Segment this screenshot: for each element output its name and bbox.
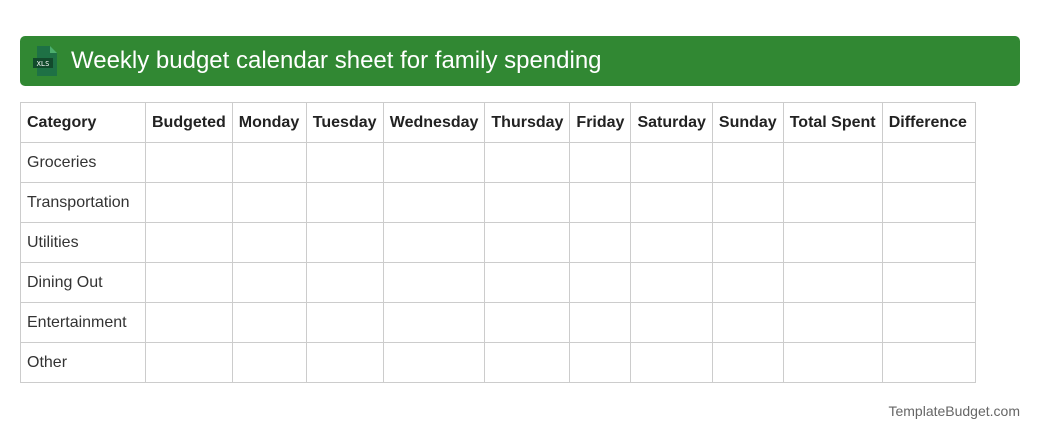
empty-cell[interactable] xyxy=(782,262,883,303)
empty-cell[interactable] xyxy=(305,302,384,343)
table-row: Utilities xyxy=(20,222,976,263)
empty-cell[interactable] xyxy=(630,262,713,303)
empty-cell[interactable] xyxy=(711,342,784,383)
empty-cell[interactable] xyxy=(569,142,632,183)
title-banner: XLS Weekly budget calendar sheet for fam… xyxy=(20,36,1020,86)
table-row: Dining Out xyxy=(20,262,976,303)
empty-cell[interactable] xyxy=(630,302,713,343)
empty-cell[interactable] xyxy=(569,182,632,223)
empty-cell[interactable] xyxy=(881,262,976,303)
empty-cell[interactable] xyxy=(569,222,632,263)
empty-cell[interactable] xyxy=(881,182,976,223)
header-row: Category Budgeted Monday Tuesday Wednesday Th… xyxy=(20,102,976,143)
column-header: Friday xyxy=(569,102,632,143)
empty-cell[interactable] xyxy=(711,262,784,303)
column-header: Difference xyxy=(881,102,976,143)
empty-cell[interactable] xyxy=(630,182,713,223)
empty-cell[interactable] xyxy=(881,302,976,343)
column-header: Thursday xyxy=(484,102,571,143)
empty-cell[interactable] xyxy=(305,142,384,183)
empty-cell[interactable] xyxy=(711,182,784,223)
empty-cell[interactable] xyxy=(382,302,486,343)
category-cell[interactable]: Dining Out xyxy=(20,262,146,303)
table-row: Entertainment xyxy=(20,302,976,343)
empty-cell[interactable] xyxy=(382,222,486,263)
empty-cell[interactable] xyxy=(484,182,571,223)
empty-cell[interactable] xyxy=(569,342,632,383)
empty-cell[interactable] xyxy=(382,182,486,223)
empty-cell[interactable] xyxy=(569,262,632,303)
empty-cell[interactable] xyxy=(711,142,784,183)
category-cell[interactable]: Groceries xyxy=(20,142,146,183)
empty-cell[interactable] xyxy=(382,262,486,303)
empty-cell[interactable] xyxy=(881,142,976,183)
empty-cell[interactable] xyxy=(484,262,571,303)
empty-cell[interactable] xyxy=(231,262,307,303)
category-cell[interactable]: Other xyxy=(20,342,146,383)
empty-cell[interactable] xyxy=(630,142,713,183)
empty-cell[interactable] xyxy=(145,302,233,343)
empty-cell[interactable] xyxy=(782,302,883,343)
empty-cell[interactable] xyxy=(782,342,883,383)
svg-text:XLS: XLS xyxy=(37,60,50,68)
empty-cell[interactable] xyxy=(782,142,883,183)
page-title: Weekly budget calendar sheet for family … xyxy=(71,47,602,74)
column-header: Monday xyxy=(231,102,307,143)
empty-cell[interactable] xyxy=(305,342,384,383)
column-header: Sunday xyxy=(711,102,784,143)
empty-cell[interactable] xyxy=(145,342,233,383)
empty-cell[interactable] xyxy=(382,342,486,383)
column-header: Total Spent xyxy=(782,102,883,143)
column-header: Category xyxy=(20,102,146,143)
budget-table: Category Budgeted Monday Tuesday Wednesday Th… xyxy=(20,102,976,383)
category-cell[interactable]: Entertainment xyxy=(20,302,146,343)
empty-cell[interactable] xyxy=(145,142,233,183)
empty-cell[interactable] xyxy=(484,142,571,183)
empty-cell[interactable] xyxy=(711,222,784,263)
xls-file-icon: XLS xyxy=(33,46,57,76)
empty-cell[interactable] xyxy=(231,222,307,263)
column-header: Budgeted xyxy=(145,102,233,143)
column-header: Saturday xyxy=(630,102,713,143)
empty-cell[interactable] xyxy=(305,262,384,303)
empty-cell[interactable] xyxy=(782,182,883,223)
category-cell[interactable]: Transportation xyxy=(20,182,146,223)
table-row: Groceries xyxy=(20,142,976,183)
empty-cell[interactable] xyxy=(484,342,571,383)
category-cell[interactable]: Utilities xyxy=(20,222,146,263)
footer-brand[interactable]: TemplateBudget.com xyxy=(888,403,1020,419)
empty-cell[interactable] xyxy=(305,182,384,223)
empty-cell[interactable] xyxy=(484,302,571,343)
empty-cell[interactable] xyxy=(145,182,233,223)
column-header: Wednesday xyxy=(382,102,486,143)
column-header: Tuesday xyxy=(305,102,384,143)
empty-cell[interactable] xyxy=(231,342,307,383)
empty-cell[interactable] xyxy=(630,342,713,383)
empty-cell[interactable] xyxy=(782,222,883,263)
empty-cell[interactable] xyxy=(569,302,632,343)
empty-cell[interactable] xyxy=(484,222,571,263)
empty-cell[interactable] xyxy=(881,342,976,383)
empty-cell[interactable] xyxy=(382,142,486,183)
empty-cell[interactable] xyxy=(145,262,233,303)
empty-cell[interactable] xyxy=(881,222,976,263)
empty-cell[interactable] xyxy=(305,222,384,263)
empty-cell[interactable] xyxy=(231,302,307,343)
empty-cell[interactable] xyxy=(711,302,784,343)
empty-cell[interactable] xyxy=(231,182,307,223)
empty-cell[interactable] xyxy=(145,222,233,263)
table-row: Transportation xyxy=(20,182,976,223)
empty-cell[interactable] xyxy=(630,222,713,263)
table-row: Other xyxy=(20,342,976,383)
empty-cell[interactable] xyxy=(231,142,307,183)
